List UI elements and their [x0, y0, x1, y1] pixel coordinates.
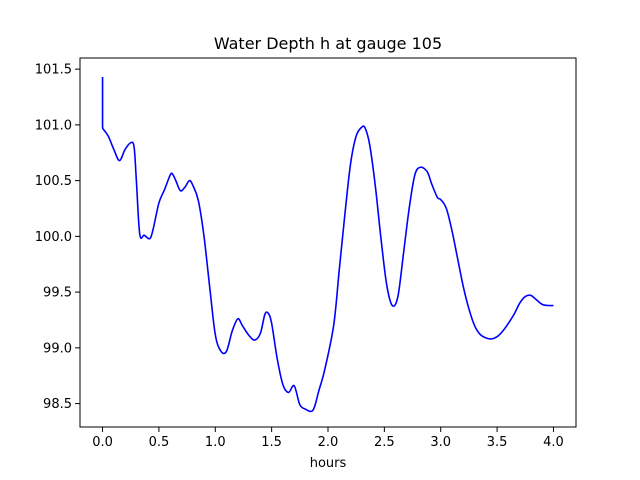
- y-tick-label: 100.0: [35, 230, 72, 245]
- data-layer: [101, 76, 554, 413]
- x-tick-label: 3.5: [487, 435, 508, 450]
- y-tick-label: 99.5: [43, 286, 72, 301]
- x-tick-label: 2.5: [374, 435, 395, 450]
- y-tick-label: 101.0: [35, 118, 72, 133]
- series-line: [101, 76, 554, 413]
- plot-area: [80, 58, 576, 427]
- x-tick-label: 1.0: [205, 435, 226, 450]
- x-tick-label: 4.0: [543, 435, 564, 450]
- x-tick-label: 0.5: [149, 435, 170, 450]
- y-axis: 98.5 99.0 99.5 100.0 100.5 101.0 101.5: [35, 63, 80, 412]
- y-tick-label: 101.5: [35, 63, 72, 78]
- x-tick-label: 1.5: [261, 435, 282, 450]
- y-tick-label: 99.0: [43, 341, 72, 356]
- x-tick-label: 0.0: [92, 435, 113, 450]
- chart-title: Water Depth h at gauge 105: [214, 34, 442, 53]
- y-tick-label: 98.5: [43, 397, 72, 412]
- x-tick-label: 3.0: [430, 435, 451, 450]
- y-tick-label: 100.5: [35, 174, 72, 189]
- x-tick-label: 2.0: [318, 435, 339, 450]
- x-axis-label: hours: [310, 456, 347, 471]
- x-axis: 0.0 0.5 1.0 1.5 2.0 2.5 3.0 3.5 4.0: [92, 427, 564, 450]
